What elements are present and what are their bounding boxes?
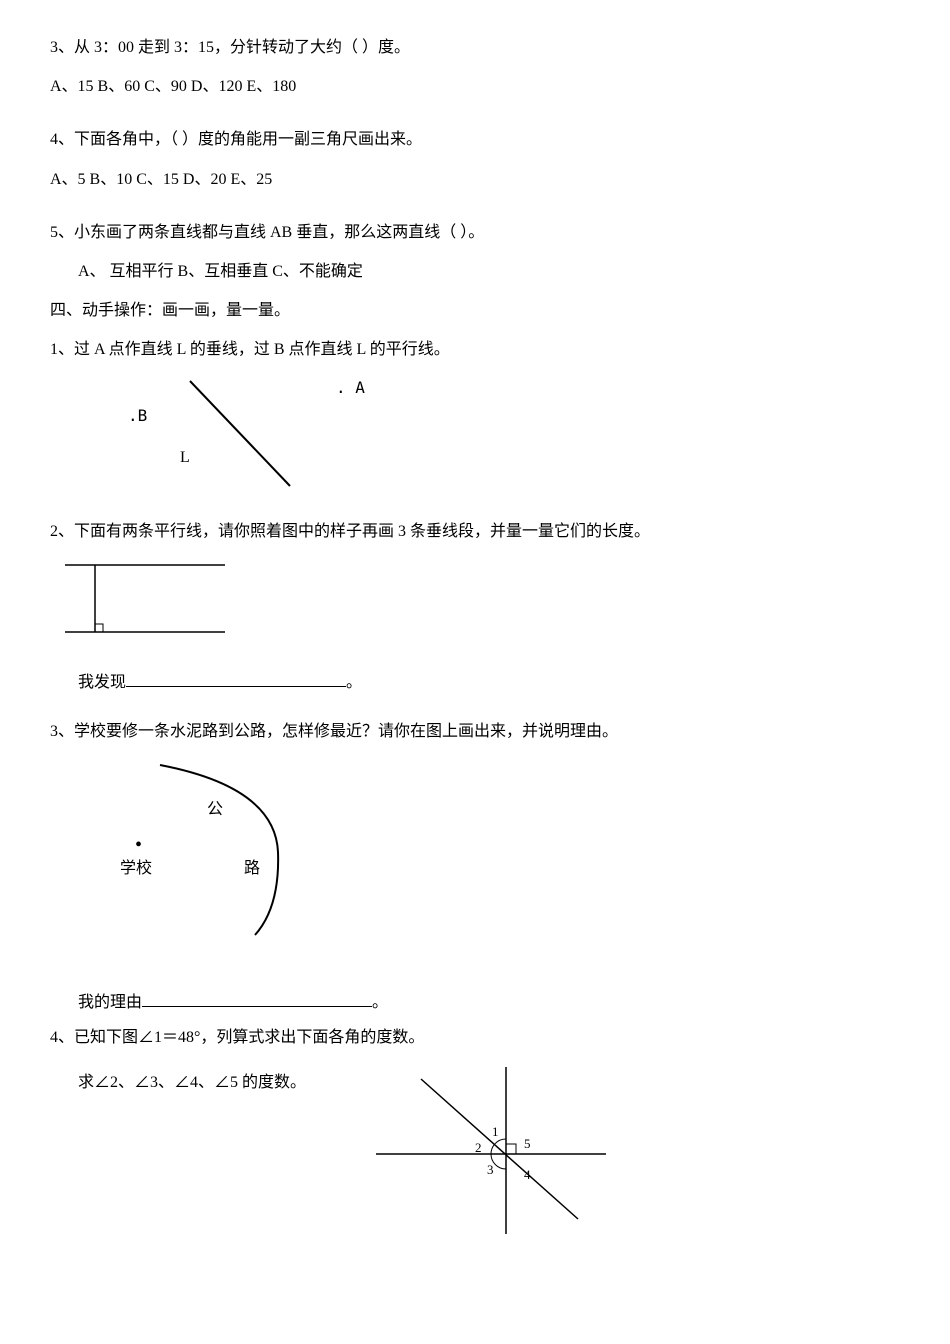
problem-3-diagram: • 学校 公 路 xyxy=(80,757,900,937)
discovery-period: 。 xyxy=(346,674,362,691)
problem-4-sub: 求∠2、∠3、∠4、∠5 的度数。 xyxy=(50,1059,306,1100)
line-L-label: L xyxy=(180,440,190,475)
question-4-text: 4、下面各角中，（ ）度的角能用一副三角尺画出来。 xyxy=(50,122,900,157)
angle-5-label: 5 xyxy=(524,1136,531,1151)
problem-3-text: 3、学校要修一条水泥路到公路，怎样修最近？请你在图上画出来，并说明理由。 xyxy=(50,714,900,749)
question-5-text: 5、小东画了两条直线都与直线 AB 垂直，那么这两直线（ ）。 xyxy=(50,215,900,250)
question-3-text: 3、从 3：00 走到 3：15，分针转动了大约（ ）度。 xyxy=(50,30,900,65)
question-3-options: A、15 B、60 C、90 D、120 E、180 xyxy=(50,69,900,104)
point-B-label: .B xyxy=(128,398,147,433)
problem-2-diagram xyxy=(60,557,900,647)
reason-period: 。 xyxy=(372,994,388,1011)
section-4-title: 四、动手操作：画一画，量一量。 xyxy=(50,293,900,328)
question-4-options: A、5 B、10 C、15 D、20 E、25 xyxy=(50,162,900,197)
angle-1-label: 1 xyxy=(492,1124,499,1139)
problem-4-diagram: 1 2 3 4 5 xyxy=(366,1059,616,1239)
angle-3-label: 3 xyxy=(487,1162,494,1177)
problem-1-diagram: . A .B L xyxy=(80,376,900,496)
lu-label: 路 xyxy=(244,851,260,886)
angles-svg: 1 2 3 4 5 xyxy=(366,1059,616,1239)
gong-label: 公 xyxy=(207,792,223,827)
discovery-label: 我发现 xyxy=(78,674,126,691)
angle-2-label: 2 xyxy=(475,1140,482,1155)
problem-3-reason: 我的理由 。 xyxy=(50,985,900,1020)
point-A-label: . A xyxy=(336,370,365,405)
angle-4-label: 4 xyxy=(524,1167,531,1182)
discovery-blank[interactable] xyxy=(126,671,346,687)
problem-2-discovery: 我发现 。 xyxy=(50,665,900,700)
reason-blank[interactable] xyxy=(142,991,372,1007)
road-curve-svg xyxy=(80,757,340,937)
question-5-options: A、 互相平行 B、互相垂直 C、不能确定 xyxy=(50,254,900,289)
problem-1-text: 1、过 A 点作直线 L 的垂线，过 B 点作直线 L 的平行线。 xyxy=(50,332,900,367)
reason-label: 我的理由 xyxy=(78,994,142,1011)
school-label: 学校 xyxy=(120,851,152,886)
problem-2-text: 2、下面有两条平行线，请你照着图中的样子再画 3 条垂线段，并量一量它们的长度。 xyxy=(50,514,900,549)
problem-4-text: 4、已知下图∠1＝48°，列算式求出下面各角的度数。 xyxy=(50,1020,900,1055)
parallel-lines-svg xyxy=(60,557,260,647)
